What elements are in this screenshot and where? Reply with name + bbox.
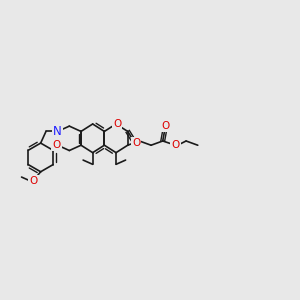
- Text: O: O: [113, 119, 121, 129]
- Text: O: O: [29, 176, 38, 186]
- Text: O: O: [52, 140, 61, 150]
- Text: O: O: [171, 140, 180, 150]
- Text: O: O: [132, 138, 140, 148]
- Text: O: O: [162, 121, 170, 131]
- Text: N: N: [53, 125, 62, 138]
